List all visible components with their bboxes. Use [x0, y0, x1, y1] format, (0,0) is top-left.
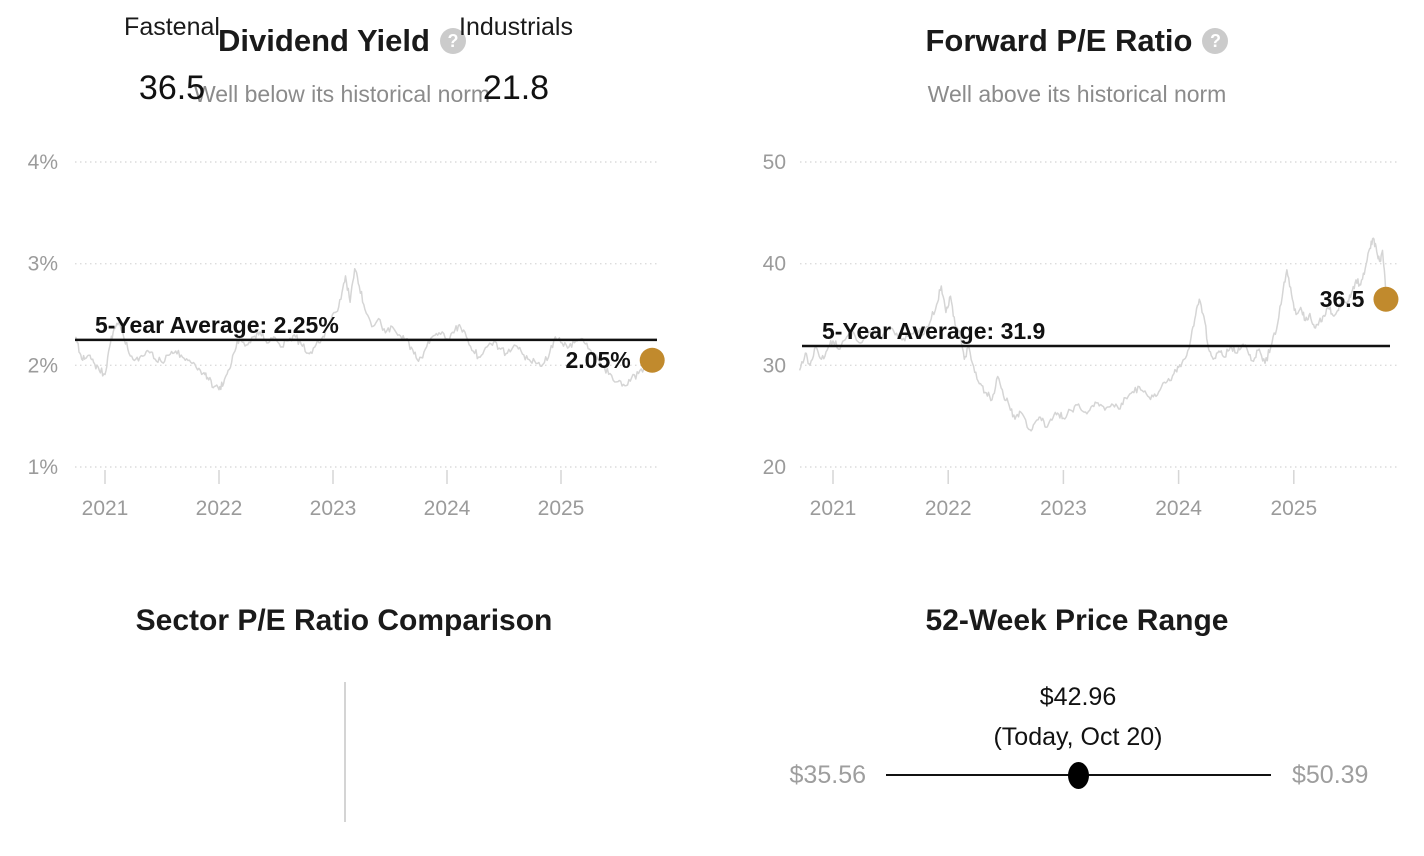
forward-pe-title: Forward P/E Ratio — [925, 23, 1193, 58]
x-tick-label: 2024 — [1155, 497, 1202, 520]
forward-pe-header: Forward P/E Ratio ? — [730, 22, 1424, 60]
sector-column-fastenal: Fastenal 36.5 — [0, 0, 344, 108]
help-icon[interactable]: ? — [1202, 28, 1229, 54]
x-tick-label: 2023 — [1040, 497, 1087, 520]
sector-column-label: Industrials — [459, 13, 573, 41]
y-tick-label: 3% — [28, 253, 58, 276]
dividend-yield-subtitle: Well below its historical norm — [193, 81, 491, 107]
x-tick-label: 2023 — [310, 497, 357, 520]
range-low-label: $35.56 — [789, 761, 866, 789]
sector-column-value: 21.8 — [482, 69, 550, 107]
sector-column-value: 36.5 — [138, 69, 206, 107]
dividend-yield-title: Dividend Yield — [218, 23, 430, 58]
x-tick-label: 2021 — [810, 497, 857, 520]
y-tick-label: 30 — [763, 354, 786, 377]
gridlines — [800, 161, 1398, 468]
forward-pe-subtitle: Well above its historical norm — [927, 81, 1227, 107]
forward-pe-chart: 2021 2022 2023 2024 2025 50 40 30 20 5-Year Ave… — [763, 151, 1399, 520]
x-tick-label: 2022 — [925, 497, 972, 520]
y-axis: 50 40 30 20 — [763, 151, 786, 479]
x-axis: 2021 2022 2023 2024 2025 — [82, 470, 585, 520]
y-tick-label: 4% — [28, 151, 58, 174]
forward-pe-series-line — [798, 237, 1387, 432]
range-high-label: $50.39 — [1292, 761, 1369, 789]
dividend-yield-chart: 2021 2022 2023 2024 2025 4% 3% 2% 1% 5-Year Ave… — [28, 151, 665, 520]
sector-comparison-table: Fastenal 36.5 Industrials 21.8 — [0, 0, 688, 108]
y-tick-label: 20 — [763, 456, 786, 479]
y-tick-label: 1% — [28, 456, 58, 479]
x-tick-label: 2022 — [196, 497, 243, 520]
x-tick-label: 2021 — [82, 497, 129, 520]
current-value-label: 2.05% — [565, 347, 630, 373]
x-tick-label: 2025 — [538, 497, 585, 520]
sector-column-industrials: Industrials 21.8 — [344, 0, 688, 108]
x-tick-label: 2025 — [1270, 497, 1317, 520]
dividend-yield-header: Dividend Yield ? — [0, 22, 684, 60]
column-divider — [344, 682, 346, 822]
sector-comparison-title: Sector P/E Ratio Comparison — [135, 604, 553, 637]
price-range-marker — [1067, 761, 1089, 789]
y-tick-label: 40 — [763, 253, 786, 276]
average-line-label: 5-Year Average: 2.25% — [95, 312, 339, 338]
price-range-title: 52-Week Price Range — [925, 604, 1229, 637]
sector-column-label: Fastenal — [124, 13, 220, 41]
average-line-label: 5-Year Average: 31.9 — [822, 318, 1045, 344]
y-tick-label: 50 — [763, 151, 786, 174]
current-value-dot — [639, 347, 665, 373]
y-tick-label: 2% — [28, 354, 58, 377]
current-value-dot — [1373, 286, 1399, 312]
x-tick-label: 2024 — [424, 497, 471, 520]
help-icon[interactable]: ? — [439, 28, 466, 54]
current-price: $42.96 — [1039, 683, 1117, 711]
dividend-yield-series-line — [74, 267, 653, 391]
current-value-label: 36.5 — [1320, 286, 1365, 312]
current-price-date: (Today, Oct 20) — [993, 723, 1163, 751]
x-axis: 2021 2022 2023 2024 2025 — [810, 470, 1317, 520]
y-axis: 4% 3% 2% 1% — [28, 151, 58, 479]
